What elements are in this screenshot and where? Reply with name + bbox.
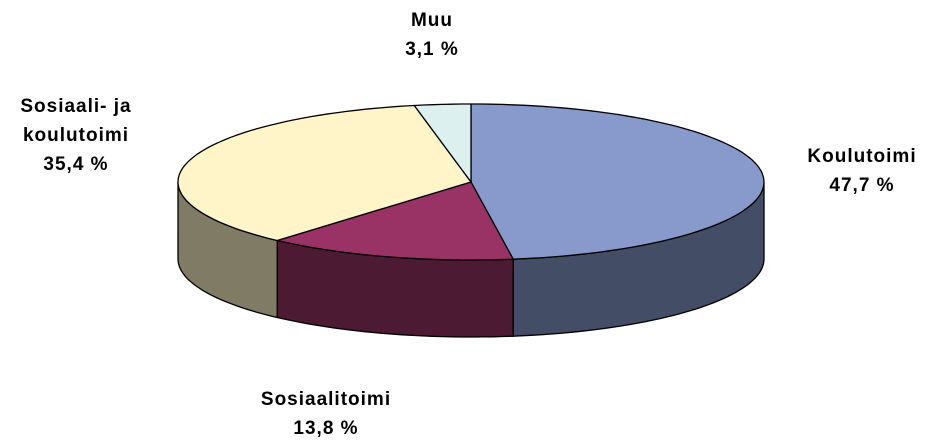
pie-slice <box>413 103 472 183</box>
slice-label: Muu 3,1 % <box>372 6 492 64</box>
slice-label: Sosiaali- ja koulutoimi 35,4 % <box>1 92 151 179</box>
slice-value: 13,8 % <box>293 418 359 439</box>
slice-name: Sosiaalitoimi <box>260 389 392 410</box>
slice-label: Sosiaalitoimi 13,8 % <box>226 385 426 440</box>
pie-slice <box>276 181 514 261</box>
slice-value: 3,1 % <box>405 39 459 60</box>
slice-value: 35,4 % <box>43 154 109 175</box>
slice-value: 47,7 % <box>829 175 895 196</box>
slice-name: Koulutoimi <box>807 146 917 167</box>
pie-slice <box>470 103 765 260</box>
pie-slice <box>177 104 472 242</box>
slice-label: Koulutoimi 47,7 % <box>787 142 937 200</box>
slice-name: Sosiaali- ja koulutoimi <box>20 96 132 146</box>
slice-name: Muu <box>410 10 454 31</box>
